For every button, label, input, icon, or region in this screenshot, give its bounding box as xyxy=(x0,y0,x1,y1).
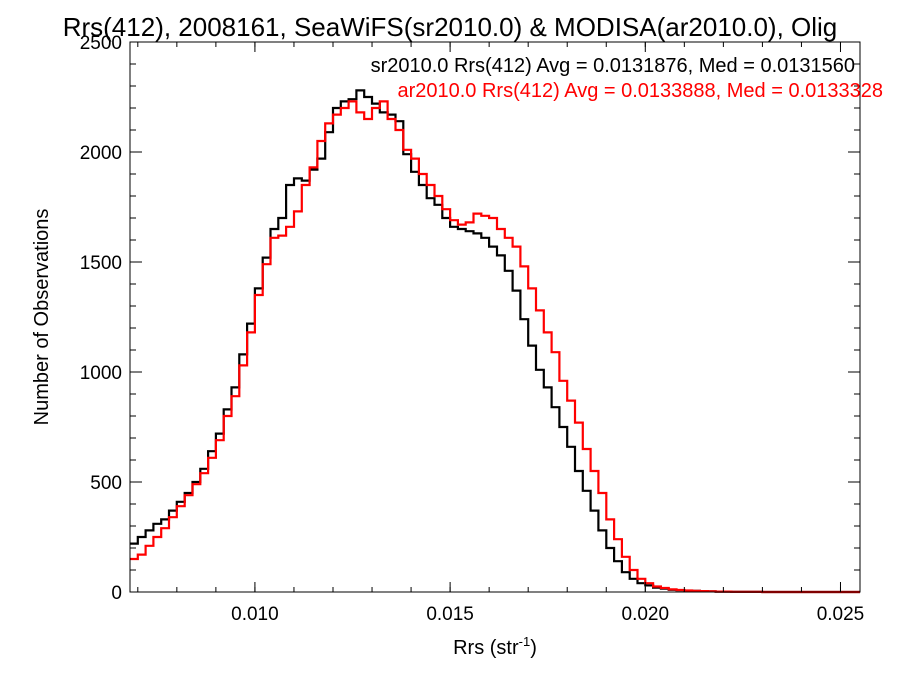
y-tick-label: 1000 xyxy=(80,363,122,384)
x-tick-label: 0.025 xyxy=(817,604,865,625)
y-tick-label: 2500 xyxy=(80,33,122,54)
chart-title: Rrs(412), 2008161, SeaWiFS(sr2010.0) & M… xyxy=(63,12,838,42)
y-tick-label: 0 xyxy=(111,583,122,604)
plot-frame xyxy=(129,41,861,593)
legend-entry-ar2010: ar2010.0 Rrs(412) Avg = 0.0133888, Med =… xyxy=(397,80,883,102)
y-axis-label: Number of Observations xyxy=(31,209,53,426)
x-axis-label: Rrs (str-1) xyxy=(453,634,537,659)
x-tick-label: 0.010 xyxy=(231,604,279,625)
legend-entry-sr2010: sr2010.0 Rrs(412) Avg = 0.0131876, Med =… xyxy=(371,55,855,77)
x-tick-label: 0.020 xyxy=(622,604,670,625)
y-tick-label: 500 xyxy=(90,473,122,494)
series-sr2010-line xyxy=(130,89,860,594)
x-tick-label: 0.015 xyxy=(426,604,474,625)
y-tick-label: 2000 xyxy=(80,143,122,164)
y-tick-label: 1500 xyxy=(80,253,122,274)
x-axis: 0.010 0.015 0.020 0.025 xyxy=(137,42,865,625)
y-axis: 0 500 1000 1500 2000 2500 xyxy=(80,33,860,604)
series-layer xyxy=(130,89,860,594)
series-ar2010-line xyxy=(130,100,860,594)
